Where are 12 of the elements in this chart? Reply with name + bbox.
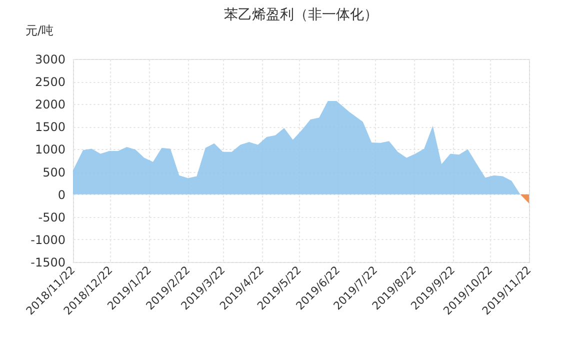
y-tick-label: 500: [42, 165, 66, 180]
y-tick-label: 2000: [34, 98, 66, 112]
y-tick-label: 2500: [34, 75, 66, 90]
y-axis-title: 元/吨: [26, 24, 54, 38]
y-tick-label: -500: [38, 210, 66, 224]
y-tick-label: 1000: [34, 142, 66, 157]
y-tick-label: 3000: [34, 52, 66, 66]
chart-title: 苯乙烯盈利（非一体化）: [224, 7, 378, 23]
y-tick-label: -1500: [30, 256, 66, 270]
y-tick-label: -1000: [30, 232, 66, 247]
y-tick-label: 1500: [34, 120, 66, 134]
y-tick-label: 0: [58, 188, 66, 202]
